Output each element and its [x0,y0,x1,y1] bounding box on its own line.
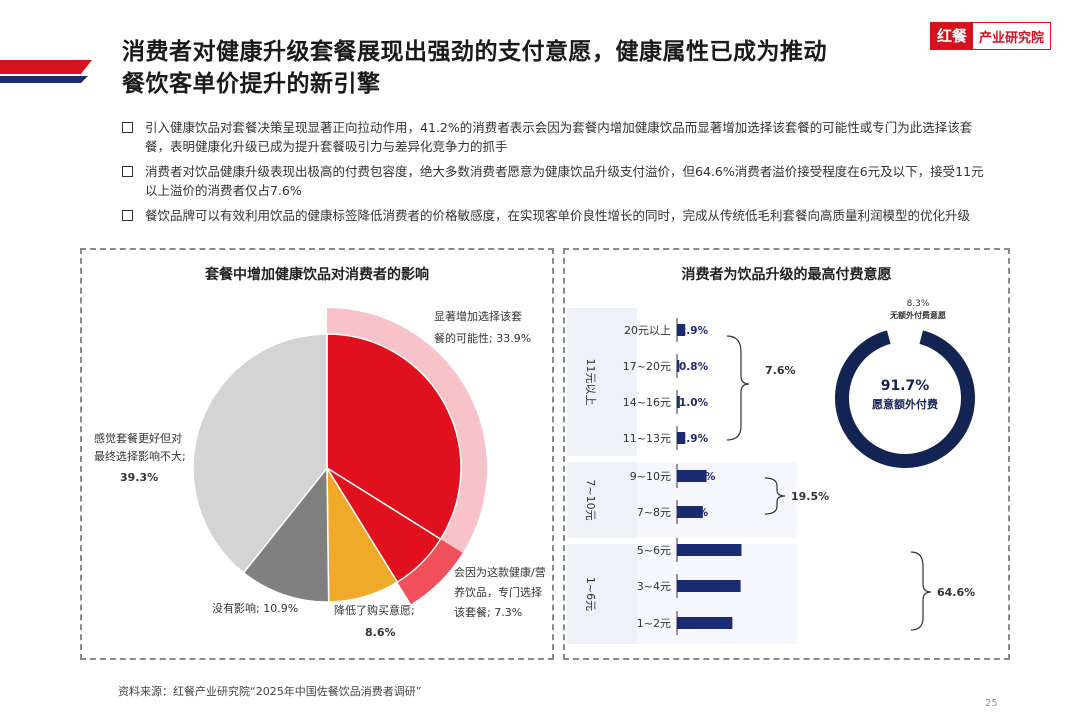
key-findings: 引入健康饮品对套餐决策呈现显著正向拉动作用，41.2%的消费者表示会因为套餐内增… [122,118,992,231]
pie-label-no-big-effect: 感觉套餐更好但对 最终选择影响不大; 39.3% [94,431,189,484]
bar-value-label: 22.7% [679,545,716,557]
bar-category-label: 20元以上 [624,324,671,337]
bar-2 [677,396,680,408]
bar-category-label: 7~8元 [637,506,671,519]
bar-6 [677,544,742,556]
pie-label-no-effect: 没有影响; 10.9% [212,601,298,615]
pie-chart-title: 套餐中增加健康饮品对消费者的影响 [205,267,429,283]
pie-chart: 显著增加选择该套 餐的可能性; 33.9% 感觉套餐更好但对 最终选择影响不大;… [94,308,549,639]
group-band-7-10 [567,462,637,538]
pie-slice-3 [242,465,330,603]
donut-outside-label: 无额外付费意愿 [889,310,946,320]
bar-1 [677,360,680,372]
bullet-text: 引入健康饮品对套餐决策呈现显著正向拉动作用，41.2%的消费者表示会因为套餐内增… [145,120,973,154]
bar-value-label: 2.9% [679,325,709,337]
brace-7-10-icon [764,477,786,515]
bar-0 [677,324,686,336]
group-total-11-plus: 7.6% [765,364,796,377]
payment-willingness-panel: 消费者为饮品升级的最高付费意愿 11元以上 7~10元 1~6元 20元以上 2.… [563,248,1010,660]
donut-center-value: 91.7% [881,378,930,394]
bar-category-label: 5~6元 [637,544,671,557]
brace-1-6-icon [910,551,932,631]
group-total-7-10: 19.5% [791,490,829,503]
header-red-stripe [0,60,92,74]
pie-chart-panel: 套餐中增加健康饮品对消费者的影响 显著增加选择该套 餐的可能性; 33.9% 感… [80,248,554,660]
pie-slice-0 [326,333,462,541]
group-total-1-6: 64.6% [937,586,975,599]
bar-3 [677,432,686,444]
bar-5 [677,506,703,518]
bar-category-label: 11~13元 [623,432,671,445]
donut-center-label: 愿意额外付费 [872,397,938,411]
bar-category-label: 3~4元 [637,580,671,593]
logo-text: 产业研究院 [979,30,1045,46]
header-navy-stripe [0,76,88,83]
donut-outside-value: 8.3% [907,299,930,309]
bar-category-label: 9~10元 [630,470,671,483]
bar-category-label: 14~16元 [623,396,671,409]
square-bullet-icon [122,210,133,221]
bar-chart: 11元以上 7~10元 1~6元 20元以上 2.9% 17~20元 0.8% 14~1… [567,299,975,644]
group-band-1-6 [567,544,637,644]
bar-value-label: 19.5% [679,618,716,630]
group-label-1-6: 1~6元 [584,577,597,611]
page-number: 25 [985,698,998,709]
pie-label-significant: 显著增加选择该套 餐的可能性; 33.9% [434,309,531,345]
group-highlight-7-10 [637,462,797,538]
bar-4 [677,470,707,482]
bar-7 [677,580,741,592]
bar-chart-title: 消费者为饮品升级的最高付费意愿 [681,267,892,283]
pie-label-special-choice: 会因为这款健康/营 养饮品，专门选择 该套餐; 7.3% [454,565,549,619]
title-line-1: 消费者对健康升级套餐展现出强劲的支付意愿，健康属性已成为推动 [122,39,827,65]
bar-value-label: 1.0% [679,397,709,409]
bar-value-label: 22.4% [679,581,716,593]
square-bullet-icon [122,166,133,177]
brand-logo: 红餐 产业研究院 [930,22,1052,50]
group-label-7-10: 7~10元 [584,479,597,520]
bullet-item: 消费者对饮品健康升级表现出极高的付费包容度，绝大多数消费者愿意为健康饮品升级支付… [122,162,992,200]
bullet-text: 消费者对饮品健康升级表现出极高的付费包容度，绝大多数消费者愿意为健康饮品升级支付… [145,164,984,198]
title-line-2: 餐饮客单价提升的新引擎 [122,71,381,97]
bar-value-label: 9.1% [679,507,709,519]
logo-mark: 红餐 [931,23,974,49]
bar-value-label: 0.8% [679,361,709,373]
pie-slice-4 [192,333,328,574]
bar-value-label: 2.9% [679,433,709,445]
group-band-11-plus [567,308,637,456]
bullet-text: 餐饮品牌可以有效利用饮品的健康标签降低消费者的价格敏感度，在实现客单价良性增长的… [145,208,971,223]
bar-value-label: 10.4% [679,471,716,483]
data-source: 资料来源：红餐产业研究院“2025年中国佐餐饮品消费者调研” [118,685,422,698]
bullet-item: 引入健康饮品对套餐决策呈现显著正向拉动作用，41.2%的消费者表示会因为套餐内增… [122,118,992,156]
brace-11-plus-icon [726,335,750,441]
pie-highlight-ring-special [397,539,463,605]
bullet-item: 餐饮品牌可以有效利用饮品的健康标签降低消费者的价格敏感度，在实现客单价良性增长的… [122,206,992,225]
group-label-11-plus: 11元以上 [584,359,597,406]
pie-label-lower-intent: 降低了购买意愿; 8.6% [334,603,418,639]
bar-category-label: 17~20元 [623,360,671,373]
bar-category-label: 1~2元 [637,617,671,630]
bar-8 [677,617,733,629]
page-title: 消费者对健康升级套餐展现出强劲的支付意愿，健康属性已成为推动 餐饮客单价提升的新… [122,36,942,100]
pie-slice-1 [326,467,442,584]
pie-highlight-ring [327,308,487,553]
square-bullet-icon [122,122,133,133]
